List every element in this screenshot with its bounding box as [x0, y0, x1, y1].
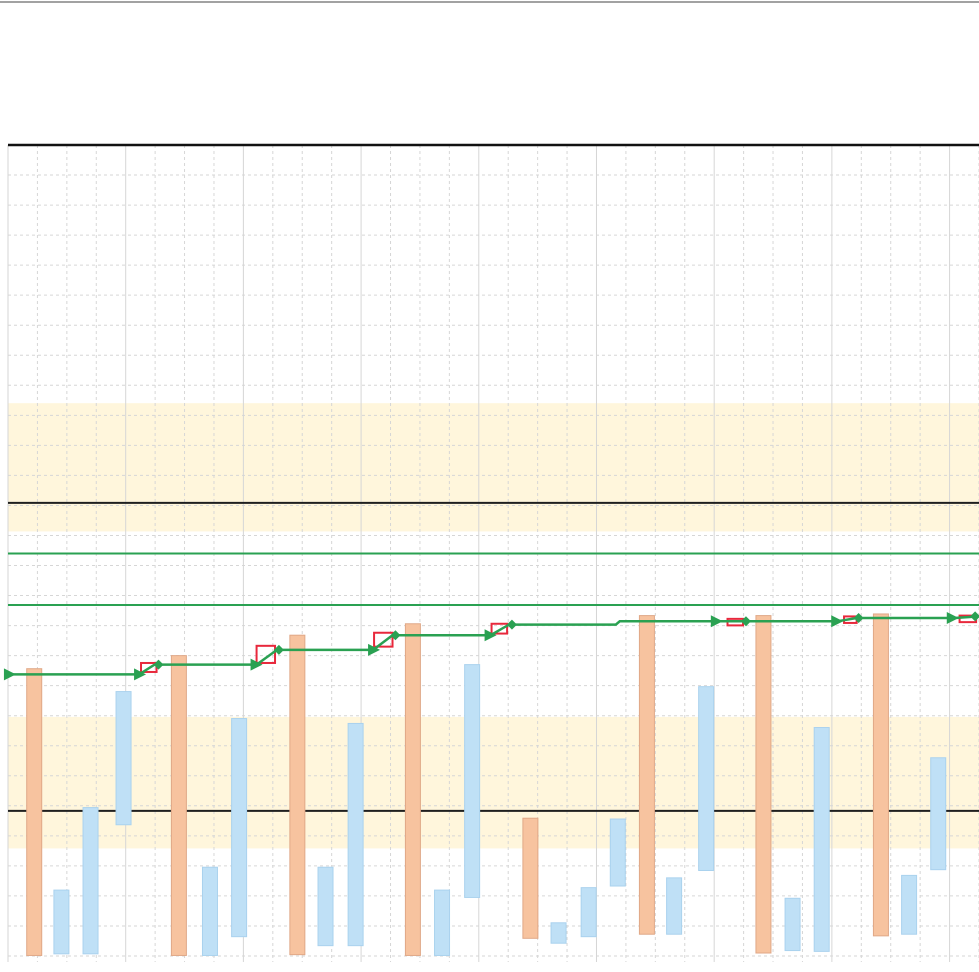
diamond-marker: [506, 619, 517, 630]
bar-blue: [550, 922, 567, 944]
bar-orange: [289, 634, 306, 956]
bar-blue: [201, 866, 218, 956]
bar-blue: [698, 686, 715, 871]
bar-blue: [464, 664, 481, 898]
red-box: [373, 631, 394, 648]
bars: [26, 613, 947, 956]
bar-blue: [231, 718, 248, 938]
arrow-marker: [710, 615, 723, 628]
shaded-band: [8, 403, 979, 532]
arrow-marker: [946, 612, 959, 625]
bar-orange: [404, 623, 421, 956]
diamond-marker: [970, 611, 979, 622]
bar-orange: [522, 817, 539, 939]
bar-orange: [755, 615, 772, 954]
bar-orange: [872, 613, 889, 937]
bar-blue: [53, 889, 70, 955]
bar-blue: [666, 877, 683, 935]
arrow-marker: [3, 668, 16, 681]
bar-orange: [638, 615, 655, 935]
bar-blue: [347, 722, 364, 947]
shaded-band: [8, 716, 979, 849]
arrow-marker: [368, 643, 381, 656]
bar-orange: [26, 668, 43, 956]
diamond-marker: [740, 616, 751, 627]
arrow-marker: [250, 658, 263, 671]
bar-blue: [580, 887, 597, 938]
arrow-marker: [484, 629, 497, 642]
bar-blue: [901, 874, 918, 935]
bar-blue: [115, 691, 132, 826]
bar-orange: [170, 655, 187, 956]
arrow-marker: [134, 668, 147, 681]
bar-blue: [82, 807, 99, 955]
bar-blue: [813, 727, 830, 952]
bar-blue: [317, 866, 334, 947]
diamond-marker: [273, 644, 284, 655]
red-box: [255, 644, 277, 664]
bar-blue: [434, 889, 451, 956]
diamond-marker: [153, 659, 164, 670]
markers: [3, 611, 979, 681]
arrow-marker: [831, 615, 844, 628]
red-box: [490, 622, 509, 635]
diamond-marker: [853, 613, 864, 624]
bar-blue: [930, 757, 947, 871]
diamond-marker: [390, 630, 401, 641]
bar-blue: [609, 818, 626, 887]
bar-blue: [784, 897, 801, 952]
